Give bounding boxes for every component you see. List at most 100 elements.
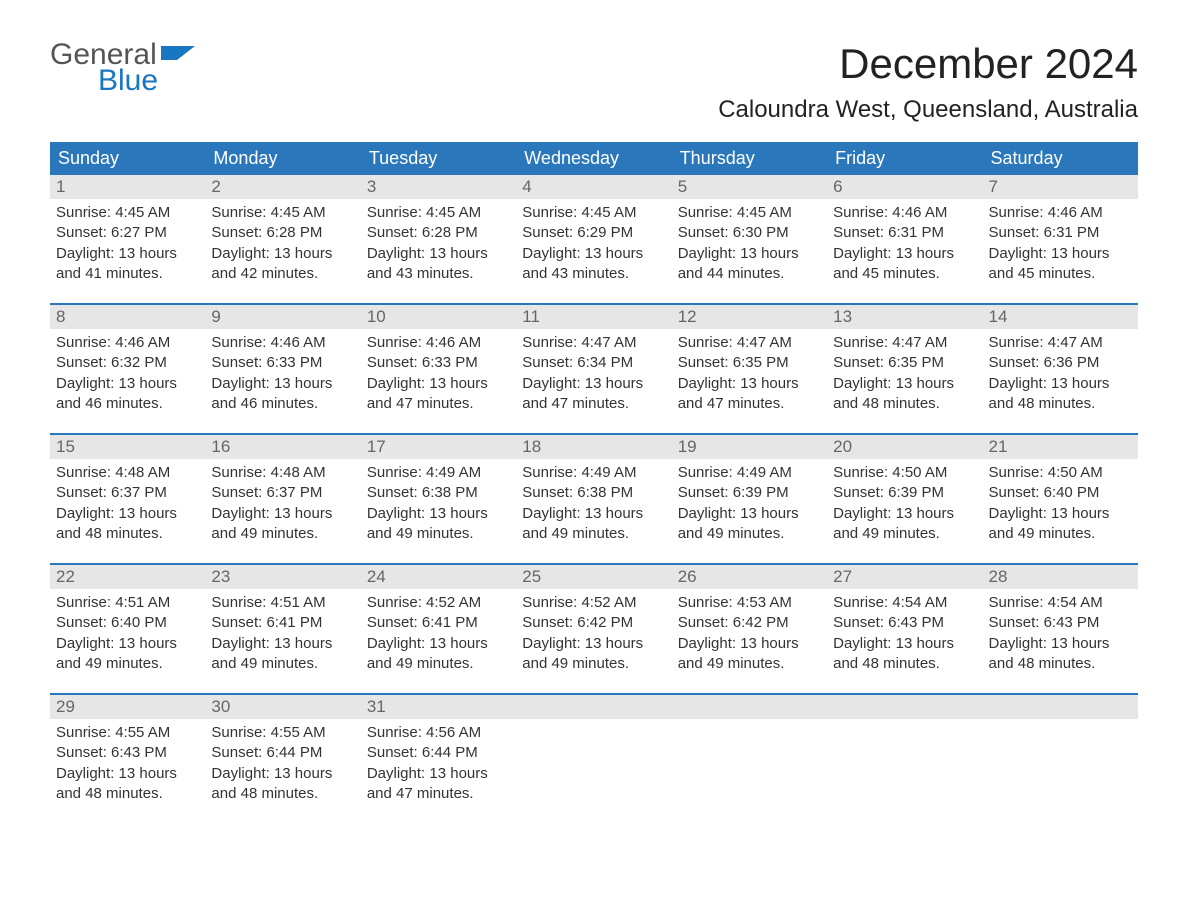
- day-cell: 20Sunrise: 4:50 AMSunset: 6:39 PMDayligh…: [827, 435, 982, 563]
- day-cell: 31Sunrise: 4:56 AMSunset: 6:44 PMDayligh…: [361, 695, 516, 823]
- day-number: 20: [827, 435, 982, 459]
- day-cell: 8Sunrise: 4:46 AMSunset: 6:32 PMDaylight…: [50, 305, 205, 433]
- day-cell: 3Sunrise: 4:45 AMSunset: 6:28 PMDaylight…: [361, 175, 516, 303]
- day-number: 19: [672, 435, 827, 459]
- sunrise-text: Sunrise: 4:48 AM: [56, 463, 199, 483]
- day-body: Sunrise: 4:45 AMSunset: 6:28 PMDaylight:…: [205, 199, 360, 288]
- daylight-line1: Daylight: 13 hours: [678, 634, 821, 654]
- day-body: [827, 719, 982, 727]
- week-row: 29Sunrise: 4:55 AMSunset: 6:43 PMDayligh…: [50, 693, 1138, 823]
- day-cell: 17Sunrise: 4:49 AMSunset: 6:38 PMDayligh…: [361, 435, 516, 563]
- sunrise-text: Sunrise: 4:50 AM: [989, 463, 1132, 483]
- sunrise-text: Sunrise: 4:45 AM: [211, 203, 354, 223]
- day-body: Sunrise: 4:48 AMSunset: 6:37 PMDaylight:…: [205, 459, 360, 548]
- day-cell: 6Sunrise: 4:46 AMSunset: 6:31 PMDaylight…: [827, 175, 982, 303]
- daylight-line1: Daylight: 13 hours: [367, 244, 510, 264]
- weekday-header: Sunday Monday Tuesday Wednesday Thursday…: [50, 142, 1138, 175]
- day-body: Sunrise: 4:47 AMSunset: 6:34 PMDaylight:…: [516, 329, 671, 418]
- day-number: 31: [361, 695, 516, 719]
- day-number: 18: [516, 435, 671, 459]
- day-body: Sunrise: 4:49 AMSunset: 6:39 PMDaylight:…: [672, 459, 827, 548]
- weekday-label: Friday: [827, 142, 982, 175]
- sunset-text: Sunset: 6:38 PM: [522, 483, 665, 503]
- day-cell: 19Sunrise: 4:49 AMSunset: 6:39 PMDayligh…: [672, 435, 827, 563]
- daylight-line2: and 49 minutes.: [833, 524, 976, 544]
- day-number: 23: [205, 565, 360, 589]
- daylight-line2: and 49 minutes.: [211, 654, 354, 674]
- daylight-line1: Daylight: 13 hours: [989, 374, 1132, 394]
- day-cell: 14Sunrise: 4:47 AMSunset: 6:36 PMDayligh…: [983, 305, 1138, 433]
- day-number: [672, 695, 827, 719]
- sunrise-text: Sunrise: 4:53 AM: [678, 593, 821, 613]
- daylight-line2: and 47 minutes.: [522, 394, 665, 414]
- day-body: [516, 719, 671, 727]
- day-body: Sunrise: 4:56 AMSunset: 6:44 PMDaylight:…: [361, 719, 516, 808]
- sunrise-text: Sunrise: 4:48 AM: [211, 463, 354, 483]
- daylight-line2: and 48 minutes.: [211, 784, 354, 804]
- daylight-line1: Daylight: 13 hours: [367, 504, 510, 524]
- day-cell: [672, 695, 827, 823]
- day-body: Sunrise: 4:52 AMSunset: 6:42 PMDaylight:…: [516, 589, 671, 678]
- day-body: Sunrise: 4:46 AMSunset: 6:31 PMDaylight:…: [983, 199, 1138, 288]
- day-body: Sunrise: 4:50 AMSunset: 6:40 PMDaylight:…: [983, 459, 1138, 548]
- sunrise-text: Sunrise: 4:55 AM: [211, 723, 354, 743]
- sunset-text: Sunset: 6:42 PM: [522, 613, 665, 633]
- daylight-line2: and 49 minutes.: [211, 524, 354, 544]
- day-cell: 25Sunrise: 4:52 AMSunset: 6:42 PMDayligh…: [516, 565, 671, 693]
- daylight-line1: Daylight: 13 hours: [522, 634, 665, 654]
- month-title: December 2024: [718, 40, 1138, 88]
- sunset-text: Sunset: 6:33 PM: [367, 353, 510, 373]
- daylight-line2: and 47 minutes.: [367, 394, 510, 414]
- weekday-label: Sunday: [50, 142, 205, 175]
- sunset-text: Sunset: 6:31 PM: [989, 223, 1132, 243]
- day-body: Sunrise: 4:48 AMSunset: 6:37 PMDaylight:…: [50, 459, 205, 548]
- weekday-label: Wednesday: [516, 142, 671, 175]
- daylight-line1: Daylight: 13 hours: [56, 634, 199, 654]
- day-body: Sunrise: 4:45 AMSunset: 6:29 PMDaylight:…: [516, 199, 671, 288]
- daylight-line2: and 49 minutes.: [522, 654, 665, 674]
- daylight-line1: Daylight: 13 hours: [522, 374, 665, 394]
- daylight-line2: and 48 minutes.: [56, 784, 199, 804]
- day-number: 3: [361, 175, 516, 199]
- day-number: 28: [983, 565, 1138, 589]
- daylight-line2: and 49 minutes.: [367, 654, 510, 674]
- sunrise-text: Sunrise: 4:45 AM: [678, 203, 821, 223]
- day-body: Sunrise: 4:46 AMSunset: 6:33 PMDaylight:…: [205, 329, 360, 418]
- day-cell: 5Sunrise: 4:45 AMSunset: 6:30 PMDaylight…: [672, 175, 827, 303]
- daylight-line2: and 48 minutes.: [989, 654, 1132, 674]
- sunset-text: Sunset: 6:43 PM: [833, 613, 976, 633]
- daylight-line2: and 45 minutes.: [833, 264, 976, 284]
- title-block: December 2024 Caloundra West, Queensland…: [718, 40, 1138, 124]
- daylight-line2: and 49 minutes.: [522, 524, 665, 544]
- day-body: [983, 719, 1138, 727]
- daylight-line2: and 48 minutes.: [833, 394, 976, 414]
- daylight-line1: Daylight: 13 hours: [989, 244, 1132, 264]
- sunrise-text: Sunrise: 4:49 AM: [367, 463, 510, 483]
- day-cell: 10Sunrise: 4:46 AMSunset: 6:33 PMDayligh…: [361, 305, 516, 433]
- day-cell: 27Sunrise: 4:54 AMSunset: 6:43 PMDayligh…: [827, 565, 982, 693]
- day-number: 12: [672, 305, 827, 329]
- daylight-line1: Daylight: 13 hours: [833, 374, 976, 394]
- day-cell: 18Sunrise: 4:49 AMSunset: 6:38 PMDayligh…: [516, 435, 671, 563]
- day-cell: 16Sunrise: 4:48 AMSunset: 6:37 PMDayligh…: [205, 435, 360, 563]
- day-cell: 2Sunrise: 4:45 AMSunset: 6:28 PMDaylight…: [205, 175, 360, 303]
- sunrise-text: Sunrise: 4:47 AM: [833, 333, 976, 353]
- day-body: Sunrise: 4:51 AMSunset: 6:41 PMDaylight:…: [205, 589, 360, 678]
- day-cell: [983, 695, 1138, 823]
- day-number: [516, 695, 671, 719]
- day-body: Sunrise: 4:50 AMSunset: 6:39 PMDaylight:…: [827, 459, 982, 548]
- sunrise-text: Sunrise: 4:49 AM: [678, 463, 821, 483]
- day-body: Sunrise: 4:49 AMSunset: 6:38 PMDaylight:…: [516, 459, 671, 548]
- day-number: 2: [205, 175, 360, 199]
- day-number: 13: [827, 305, 982, 329]
- day-body: Sunrise: 4:45 AMSunset: 6:28 PMDaylight:…: [361, 199, 516, 288]
- day-body: Sunrise: 4:46 AMSunset: 6:32 PMDaylight:…: [50, 329, 205, 418]
- daylight-line1: Daylight: 13 hours: [56, 244, 199, 264]
- sunrise-text: Sunrise: 4:46 AM: [211, 333, 354, 353]
- day-number: 9: [205, 305, 360, 329]
- day-number: 30: [205, 695, 360, 719]
- day-number: 10: [361, 305, 516, 329]
- week-row: 1Sunrise: 4:45 AMSunset: 6:27 PMDaylight…: [50, 175, 1138, 303]
- daylight-line1: Daylight: 13 hours: [211, 764, 354, 784]
- day-body: Sunrise: 4:51 AMSunset: 6:40 PMDaylight:…: [50, 589, 205, 678]
